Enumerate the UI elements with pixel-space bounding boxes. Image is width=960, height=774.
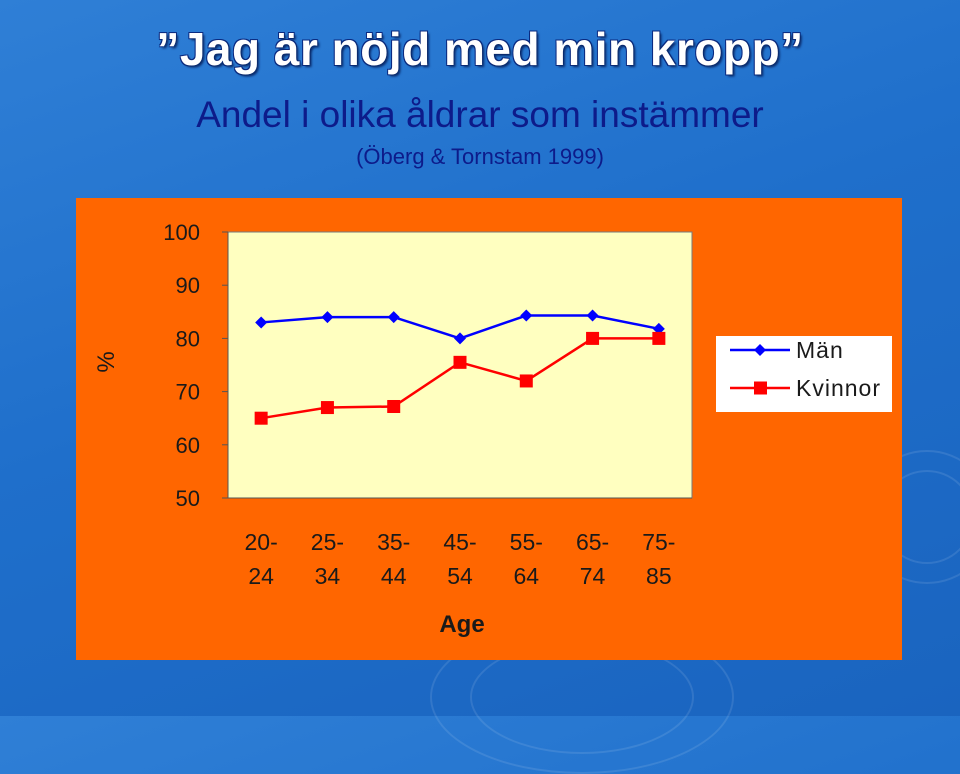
y-tick-label: 70 xyxy=(176,380,200,405)
data-point-kvinnor xyxy=(586,331,600,345)
x-tick-label: 24 xyxy=(248,563,274,589)
data-point-kvinnor xyxy=(652,331,666,345)
y-tick-label: 90 xyxy=(176,273,200,298)
legend-box xyxy=(716,336,892,412)
chart-panel: 100 90 80 70 60 50 20- 24 25- 34 35- 44 45- 54 55- 64 65… xyxy=(76,198,902,660)
x-tick-label: 45- xyxy=(443,529,476,555)
x-tick-label: 75- xyxy=(642,529,675,555)
legend-label: Kvinnor xyxy=(796,375,881,401)
data-point-kvinnor xyxy=(387,399,401,413)
line-chart: 100 90 80 70 60 50 20- 24 25- 34 35- 44 45- 54 55- 64 65… xyxy=(93,220,892,638)
x-tick-label: 85 xyxy=(646,563,672,589)
legend-marker-kvinnor xyxy=(754,381,767,395)
y-axis-title: % xyxy=(93,351,120,372)
x-axis-title: Age xyxy=(439,611,484,638)
data-point-kvinnor xyxy=(254,411,268,425)
x-tick-label: 55- xyxy=(510,529,543,555)
y-tick-label: 80 xyxy=(176,326,200,351)
y-tick-label: 60 xyxy=(176,433,200,458)
data-point-kvinnor xyxy=(519,374,533,388)
legend-label: Män xyxy=(796,337,844,363)
data-point-man xyxy=(321,311,334,324)
x-tick-label: 65- xyxy=(576,529,609,555)
slide-source: (Öberg & Tornstam 1999) xyxy=(356,144,604,169)
data-point-man xyxy=(586,309,599,322)
x-tick-label: 25- xyxy=(311,529,344,555)
data-point-kvinnor xyxy=(453,355,467,369)
y-tick-label: 50 xyxy=(176,486,200,511)
x-tick-label: 35- xyxy=(377,529,410,555)
slide-subtitle: Andel i olika åldrar som instämmer xyxy=(196,94,764,135)
data-point-man xyxy=(520,309,533,322)
x-tick-label: 44 xyxy=(381,563,407,589)
x-tick-label: 74 xyxy=(580,563,606,589)
data-point-man xyxy=(387,311,400,324)
data-point-man xyxy=(454,332,466,345)
x-tick-label: 54 xyxy=(447,563,473,589)
x-tick-label: 64 xyxy=(513,563,539,589)
data-point-man xyxy=(652,322,665,335)
x-tick-label: 34 xyxy=(315,563,341,589)
y-tick-label: 100 xyxy=(163,220,200,245)
data-point-kvinnor xyxy=(320,401,334,415)
slide-title: ”Jag är nöjd med min kropp” xyxy=(156,23,804,75)
x-tick-label: 20- xyxy=(245,529,278,555)
legend-marker-man xyxy=(754,344,766,356)
data-point-man xyxy=(255,316,268,329)
